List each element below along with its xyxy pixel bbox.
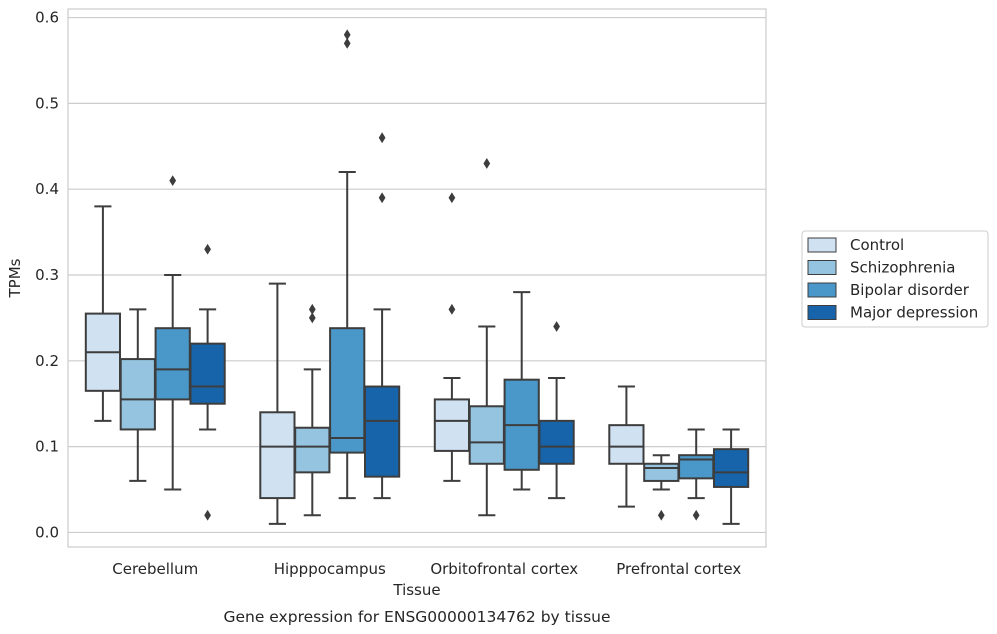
x-tick-label: Hipppocampus — [274, 560, 386, 578]
box-group — [643, 454, 680, 521]
box — [329, 327, 366, 454]
box-group — [84, 205, 122, 422]
box — [119, 358, 156, 431]
box-group — [538, 321, 575, 500]
outlier-point — [657, 509, 665, 521]
box — [538, 419, 575, 465]
plot-frame — [67, 8, 767, 548]
x-tick-label: Cerebellum — [112, 560, 198, 578]
y-tick-label: 0.4 — [35, 180, 59, 198]
box — [189, 342, 226, 405]
y-tick-label: 0.0 — [35, 523, 59, 541]
box — [294, 426, 331, 474]
outlier-point — [169, 175, 177, 187]
box-group — [294, 303, 331, 517]
legend-label: Control — [850, 236, 904, 254]
box-group — [329, 29, 366, 500]
legend-swatch — [807, 260, 837, 275]
boxes — [84, 29, 750, 525]
box-group — [712, 428, 750, 525]
box — [433, 398, 471, 452]
outlier-point — [448, 303, 456, 315]
box-group — [363, 132, 401, 500]
plot-background — [68, 9, 766, 547]
chart-caption: Gene expression for ENSG00000134762 by t… — [223, 608, 610, 626]
box-group — [503, 291, 540, 491]
outlier-point — [448, 192, 456, 204]
box-group — [259, 282, 296, 525]
outlier-point — [308, 312, 316, 324]
outlier-point — [378, 132, 386, 144]
y-axis-label: TPMs — [6, 258, 24, 298]
box — [712, 448, 750, 488]
x-tick-label: Prefrontal cortex — [616, 560, 741, 578]
outlier-point — [343, 37, 351, 49]
outlier-point — [692, 509, 700, 521]
outlier-point — [308, 303, 316, 315]
outlier-point — [204, 243, 211, 255]
box-group — [433, 192, 471, 482]
legend-swatch — [807, 237, 837, 253]
y-tick-label: 0.6 — [35, 9, 59, 27]
y-axis-ticks: 0.0 0.1 0.2 0.3 0.4 0.5 0.6 — [35, 9, 59, 542]
legend-label: Bipolar disorder — [850, 281, 970, 299]
box-group — [189, 243, 226, 521]
outlier-point — [204, 509, 211, 521]
outlier-point — [553, 321, 560, 332]
box — [154, 327, 191, 401]
outlier-point — [483, 158, 491, 169]
box — [363, 385, 401, 478]
box — [259, 411, 296, 500]
box — [468, 405, 505, 465]
box — [643, 462, 680, 482]
box-group — [608, 385, 645, 508]
legend-swatch — [807, 282, 837, 298]
y-tick-label: 0.3 — [35, 266, 59, 284]
outlier-point — [343, 29, 351, 41]
box-group — [468, 158, 505, 517]
x-axis-label: Tissue — [392, 581, 440, 599]
legend: Control Schizophrenia Bipolar disorder Majo… — [801, 230, 989, 328]
x-tick-label: Orbitofrontal cortex — [430, 560, 578, 578]
box-group — [154, 175, 191, 491]
box — [608, 424, 645, 465]
legend-swatch — [807, 305, 837, 320]
box-group — [678, 428, 715, 521]
legend-frame — [801, 230, 989, 328]
y-tick-label: 0.5 — [35, 94, 59, 112]
y-tick-label: 0.1 — [35, 438, 59, 456]
outlier-point — [378, 192, 386, 204]
legend-label: Schizophrenia — [850, 259, 955, 277]
x-axis-ticks: Cerebellum Hipppocampus Orbitofrontal cort… — [112, 560, 741, 578]
y-tick-label: 0.2 — [35, 352, 59, 370]
legend-label: Major depression — [850, 304, 978, 322]
